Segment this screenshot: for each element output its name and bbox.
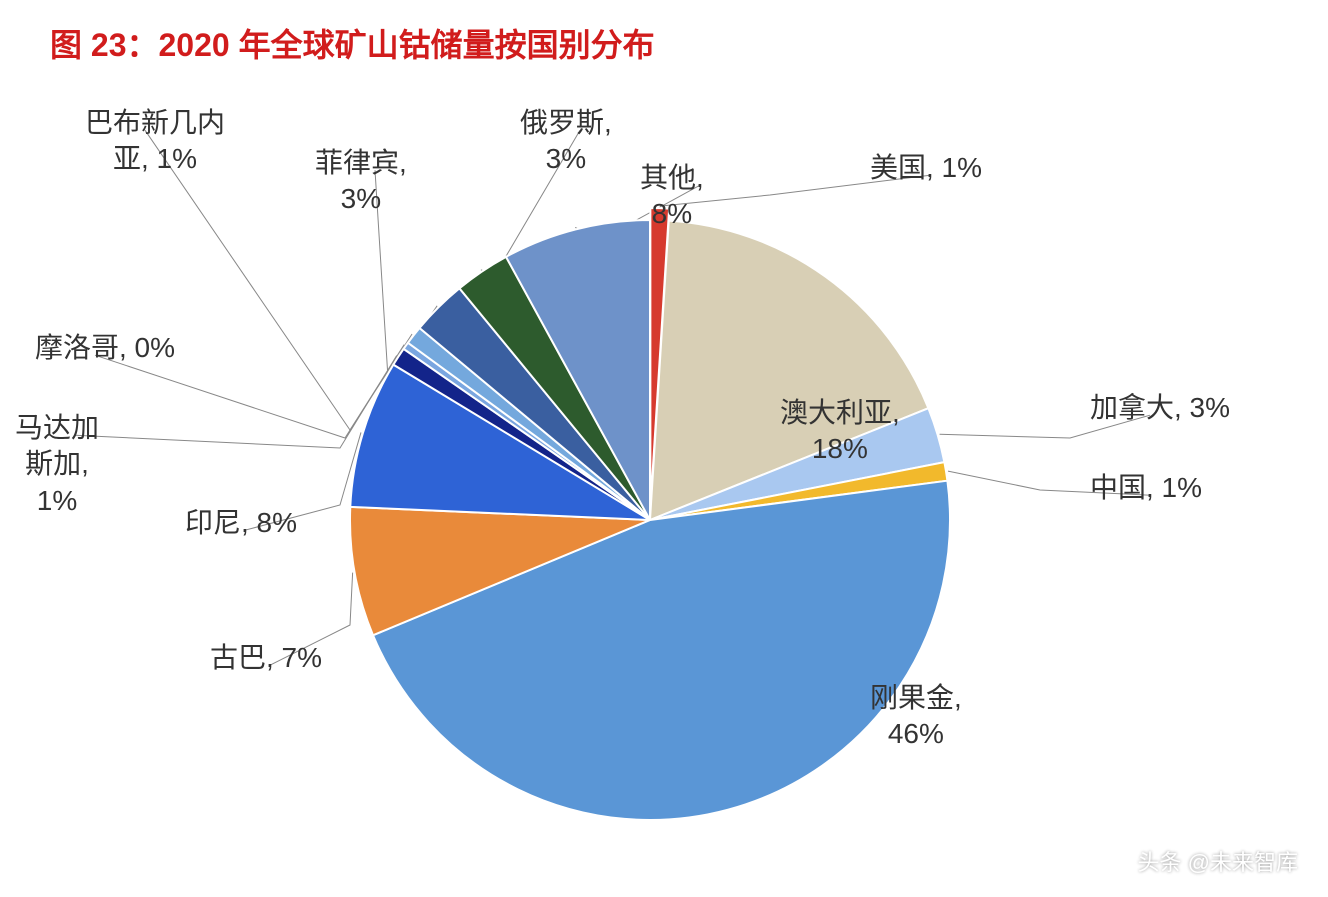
chart-title: 图 23：2020 年全球矿山钴储量按国别分布	[50, 20, 655, 66]
slice-label-巴布新几内亚: 巴布新几内 亚, 1%	[85, 105, 225, 178]
slice-label-菲律宾: 菲律宾, 3%	[315, 145, 407, 218]
slice-label-刚果金: 刚果金, 46%	[870, 680, 962, 753]
slice-label-其他: 其他, 8%	[640, 160, 704, 233]
slice-label-摩洛哥: 摩洛哥, 0%	[35, 330, 175, 366]
watermark: 头条 @未来智库	[1138, 845, 1298, 877]
slice-label-马达加斯加: 马达加 斯加, 1%	[15, 410, 99, 519]
slice-label-古巴: 古巴, 7%	[210, 640, 322, 676]
slice-label-中国: 中国, 1%	[1090, 470, 1202, 506]
slice-label-印尼: 印尼, 8%	[185, 505, 297, 541]
slice-label-加拿大: 加拿大, 3%	[1090, 390, 1230, 426]
slice-label-俄罗斯: 俄罗斯, 3%	[520, 105, 612, 178]
slice-label-美国: 美国, 1%	[870, 150, 982, 186]
slice-label-澳大利亚: 澳大利亚, 18%	[780, 395, 900, 468]
